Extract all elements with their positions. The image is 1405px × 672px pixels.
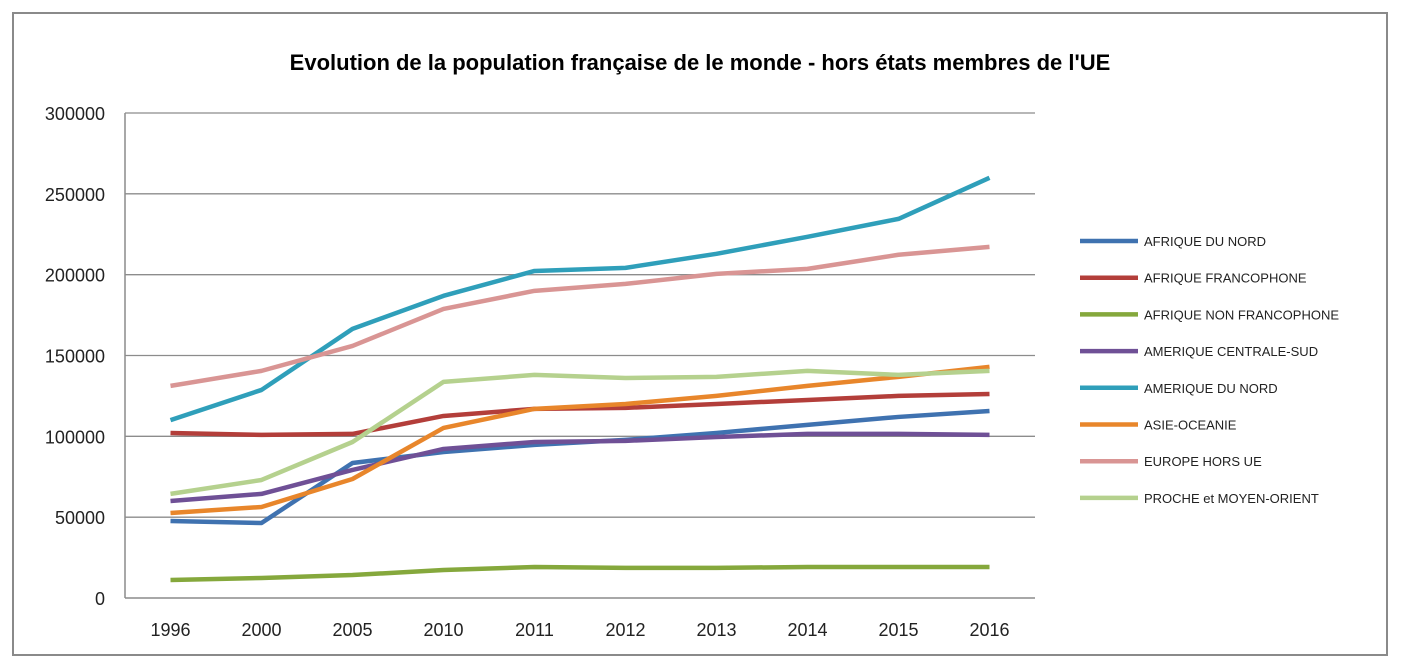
- x-tick-label: 2013: [696, 620, 736, 640]
- y-tick-label: 50000: [55, 508, 105, 528]
- series-line-proche-et-moyen-orient: [170, 368, 990, 497]
- y-tick-label: 300000: [45, 104, 105, 124]
- series-line-amerique-du-nord: [169, 175, 991, 423]
- legend-label: EUROPE HORS UE: [1144, 454, 1262, 469]
- series-line-afrique-non-francophone: [170, 564, 990, 583]
- legend-label: AFRIQUE DU NORD: [1144, 234, 1266, 249]
- x-tick-label: 2016: [969, 620, 1009, 640]
- legend-label: ASIE-OCEANIE: [1144, 418, 1237, 433]
- series-line-afrique-francophone: [170, 391, 990, 438]
- x-tick-label: 2005: [332, 620, 372, 640]
- x-tick-label: 2011: [515, 620, 554, 640]
- x-tick-label: 2014: [787, 620, 827, 640]
- legend-label: AFRIQUE FRANCOPHONE: [1144, 271, 1307, 286]
- legend-label: AMERIQUE CENTRALE-SUD: [1144, 344, 1318, 359]
- x-tick-label: 2000: [241, 620, 281, 640]
- legend-label: AMERIQUE DU NORD: [1144, 381, 1278, 396]
- x-tick-label: 2012: [605, 620, 645, 640]
- legend-label: PROCHE et MOYEN-ORIENT: [1144, 491, 1319, 506]
- x-tick-label: 2010: [423, 620, 463, 640]
- series-line-amerique-centrale-sud: [170, 431, 990, 504]
- series-line-asie-oceanie: [170, 364, 990, 516]
- series-line-europe-hors-ue: [170, 244, 990, 389]
- y-tick-label: 250000: [45, 185, 105, 205]
- y-tick-label: 0: [95, 589, 105, 609]
- x-tick-label: 2015: [878, 620, 918, 640]
- chart-title: Evolution de la population française de …: [290, 50, 1111, 75]
- x-tick-label: 1996: [150, 620, 190, 640]
- legend-label: AFRIQUE NON FRANCOPHONE: [1144, 307, 1339, 322]
- y-tick-label: 150000: [45, 347, 105, 367]
- chart-frame: [12, 12, 1388, 656]
- y-tick-label: 100000: [45, 427, 105, 447]
- y-tick-label: 200000: [45, 266, 105, 286]
